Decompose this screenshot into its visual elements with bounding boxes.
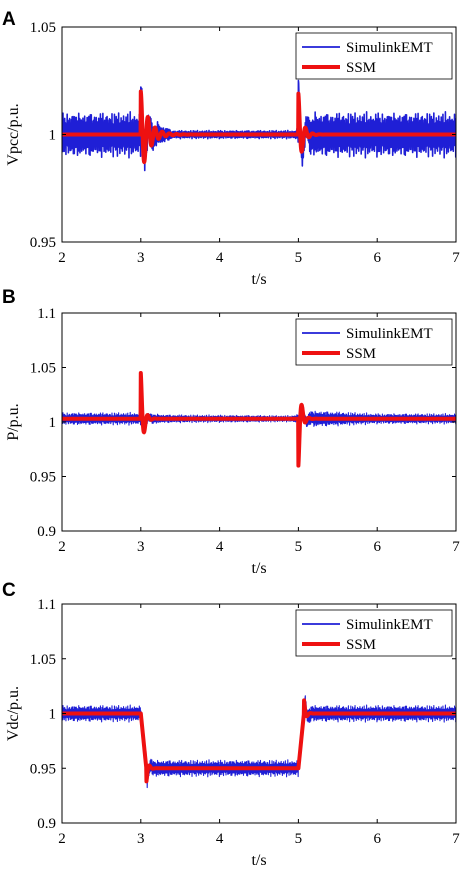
plot-area	[62, 79, 456, 172]
panel-letter: A	[2, 9, 16, 30]
legend-box	[295, 609, 453, 657]
legend-entry: SimulinkEMT	[346, 617, 433, 633]
y-tick-label: 1.1	[37, 597, 56, 613]
series-line-simulinkemt	[62, 79, 456, 172]
plot-area	[62, 370, 456, 468]
y-tick-label: 1	[49, 707, 57, 723]
y-tick-label: 1.05	[30, 361, 56, 377]
y-axis-label: Vdc/p.u.	[5, 686, 22, 741]
chart-panel-a: A2 3 4 5 6 70.9511.05t/sVpcc/p.u.SimulinkEMTS…	[2, 9, 460, 288]
y-axis-label: P/p.u.	[5, 403, 22, 440]
series-line-simulinkemt	[62, 695, 456, 789]
legend-box	[295, 318, 453, 366]
x-tick-label: 6	[373, 250, 381, 266]
x-tick-label: 2	[58, 539, 66, 555]
chart-panel-c: C 2 3 4 5 6 7 0.9 0.95 1 1.05 1.1 t/s Vdc/p.u. Simulin…	[2, 580, 460, 869]
x-tick-label: 5	[295, 539, 303, 555]
legend-entry: SimulinkEMT	[346, 40, 433, 56]
y-tick-label: 1.1	[37, 306, 56, 322]
legend-entry: SSM	[346, 60, 376, 76]
x-tick-label: 4	[216, 250, 224, 266]
y-axis-label: Vpcc/p.u.	[5, 103, 22, 165]
y-tick-label: 0.95	[30, 470, 56, 486]
x-tick-label: 7	[452, 539, 460, 555]
x-axis-label: t/s	[251, 852, 266, 869]
legend-entry: SSM	[346, 346, 376, 362]
x-tick-label: 2	[58, 831, 66, 847]
y-tick-label: 1.05	[30, 652, 56, 668]
x-tick-label: 5	[295, 831, 303, 847]
legend-box	[295, 32, 453, 80]
series-line-ssm	[62, 89, 456, 165]
x-tick-label: 3	[137, 539, 145, 555]
series-line-ssm	[62, 370, 456, 468]
chart-panel-b: B 2 3 4 5 6 7 0.9 0.95 1 1.05 1.1 t/s P/p.u. SimulinkE…	[2, 287, 460, 577]
plot-area	[62, 695, 456, 789]
x-tick-label: 5	[295, 250, 303, 266]
x-tick-label: 4	[216, 831, 224, 847]
y-tick-label: 0.9	[37, 524, 56, 540]
legend: SimulinkEMT SSM	[295, 32, 453, 80]
legend: SimulinkEMT SSM	[295, 609, 453, 657]
y-tick-label: 0.95	[30, 235, 56, 251]
y-tick-label: 1	[49, 128, 57, 144]
y-tick-label: 0.9	[37, 816, 56, 832]
x-tick-label: 7	[452, 831, 460, 847]
legend: SimulinkEMT SSM	[295, 318, 453, 366]
x-tick-label: 3	[137, 250, 145, 266]
x-tick-label: 2	[58, 250, 66, 266]
y-tick-label: 1.05	[30, 20, 56, 36]
x-tick-label: 6	[373, 831, 381, 847]
x-axis-label: t/s	[251, 560, 266, 577]
panel-letter: C	[2, 580, 16, 601]
y-tick-label: 0.95	[30, 761, 56, 777]
x-tick-label: 3	[137, 831, 145, 847]
x-tick-label: 6	[373, 539, 381, 555]
y-tick-label: 1	[49, 415, 57, 431]
x-tick-label: 4	[216, 539, 224, 555]
panel-letter: B	[2, 287, 16, 308]
legend-entry: SSM	[346, 637, 376, 653]
legend-entry: SimulinkEMT	[346, 326, 433, 342]
series-line-ssm	[62, 698, 456, 784]
x-axis-label: t/s	[251, 271, 266, 288]
x-tick-label: 7	[452, 250, 460, 266]
